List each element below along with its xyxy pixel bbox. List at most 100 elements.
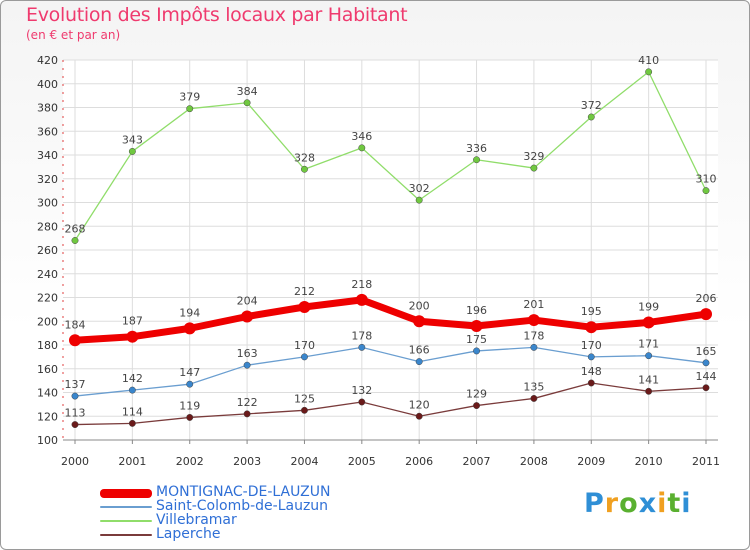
data-point — [183, 322, 196, 335]
legend-swatch — [100, 488, 152, 498]
legend-label: Saint-Colomb-de-Lauzun — [156, 498, 329, 514]
data-label: 194 — [179, 306, 200, 319]
data-label: 114 — [122, 405, 143, 418]
data-label: 170 — [294, 339, 315, 352]
data-label: 302 — [409, 182, 430, 195]
data-point — [530, 394, 538, 402]
data-label: 147 — [179, 366, 200, 379]
data-point — [69, 334, 81, 347]
data-point — [473, 347, 480, 355]
data-point — [186, 105, 194, 113]
data-point — [128, 147, 136, 155]
data-label: 148 — [581, 365, 602, 378]
logo-letter: x — [638, 488, 658, 519]
data-point — [413, 315, 426, 328]
data-label: 129 — [466, 388, 487, 401]
series-line-3 — [74, 382, 707, 426]
data-label: 171 — [638, 338, 659, 351]
y-tick-label: 220 — [37, 292, 58, 305]
data-label: 144 — [696, 370, 717, 383]
data-point — [702, 187, 710, 195]
data-label: 372 — [581, 99, 602, 112]
series-line-1 — [74, 346, 707, 397]
data-point — [71, 237, 79, 244]
chart-title: Evolution des Impôts locaux par Habitant — [26, 4, 408, 26]
logo-letter: i — [681, 488, 692, 519]
data-label: 346 — [351, 130, 372, 143]
x-tick-label: 2007 — [463, 455, 491, 468]
data-point — [243, 361, 251, 369]
data-label: 141 — [638, 373, 659, 386]
data-point — [186, 380, 194, 388]
y-tick-label: 420 — [37, 54, 58, 67]
data-point — [473, 402, 480, 410]
x-tick-label: 2011 — [692, 455, 720, 468]
data-point — [702, 384, 710, 392]
data-label: 336 — [466, 142, 487, 155]
data-point — [470, 320, 483, 332]
logo-letter: i — [657, 488, 668, 519]
data-label: 142 — [122, 372, 143, 385]
x-tick-label: 2001 — [118, 455, 146, 468]
y-tick-label: 200 — [37, 315, 58, 328]
data-point — [530, 164, 538, 172]
x-tick-label: 2008 — [520, 455, 548, 468]
data-label: 310 — [696, 173, 717, 186]
data-point — [355, 293, 368, 306]
data-point — [358, 343, 366, 351]
series-line-2 — [74, 71, 707, 242]
data-label: 163 — [237, 347, 258, 360]
y-tick-label: 160 — [37, 363, 58, 376]
data-point — [530, 343, 538, 351]
data-point — [126, 330, 139, 343]
data-label: 196 — [466, 304, 487, 317]
data-point — [71, 392, 79, 400]
y-tick-label: 260 — [37, 244, 58, 257]
data-point — [243, 410, 251, 418]
data-point — [527, 314, 540, 327]
x-tick-label: 2004 — [290, 455, 318, 468]
y-tick-label: 300 — [37, 197, 58, 210]
y-tick-label: 340 — [37, 149, 58, 162]
y-tick-label: 100 — [37, 434, 58, 447]
data-point — [587, 353, 595, 361]
data-label: 125 — [294, 392, 315, 405]
data-point — [128, 419, 136, 427]
legend-item: Saint-Colomb-de-Lauzun — [100, 499, 328, 514]
data-point — [587, 379, 595, 387]
data-point — [645, 68, 653, 76]
data-label: 135 — [523, 380, 544, 393]
data-point — [585, 321, 598, 334]
y-tick-label: 320 — [37, 173, 58, 186]
data-point — [358, 398, 366, 406]
y-tick-label: 180 — [37, 339, 58, 352]
data-point — [645, 352, 653, 360]
proxiti-logo: Proxiti — [584, 488, 692, 519]
data-label: 119 — [179, 399, 200, 412]
legend: MONTIGNAC-DE-LAUZUN Saint-Colomb-de-Lauzu… — [100, 485, 330, 542]
data-label: 195 — [581, 305, 602, 318]
data-label: 170 — [581, 339, 602, 352]
data-label: 178 — [351, 329, 372, 342]
data-point — [241, 310, 254, 323]
data-label: 122 — [237, 396, 258, 409]
data-label: 165 — [696, 345, 717, 358]
x-tick-label: 2000 — [61, 455, 89, 468]
data-point — [645, 387, 653, 395]
logo-letter: P — [584, 488, 605, 519]
data-label: 328 — [294, 151, 315, 164]
legend-label: MONTIGNAC-DE-LAUZUN — [156, 484, 331, 500]
data-label: 178 — [523, 329, 544, 342]
logo-letter: t — [667, 488, 682, 519]
data-label: 137 — [65, 378, 86, 391]
data-label: 132 — [351, 384, 372, 397]
data-point — [702, 359, 710, 367]
x-tick-label: 2010 — [635, 455, 663, 468]
y-tick-label: 360 — [37, 125, 58, 138]
legend-item: MONTIGNAC-DE-LAUZUN — [100, 485, 330, 500]
legend-item: Laperche — [100, 527, 221, 542]
x-tick-label: 2009 — [577, 455, 605, 468]
data-label: 384 — [237, 85, 258, 98]
x-tick-label: 2005 — [348, 455, 376, 468]
